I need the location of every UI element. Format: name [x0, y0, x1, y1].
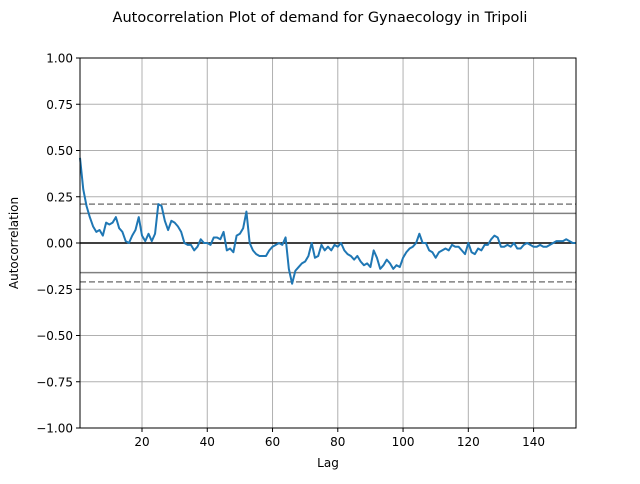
- y-tick-label: 0.75: [46, 98, 73, 112]
- tick-layer: 20 40 60 80 100 120 140 −1.00 −0.75 −0.50 −0.25 0.0…: [36, 52, 545, 450]
- y-tick-label: −0.25: [36, 283, 73, 297]
- y-tick-label: 1.00: [46, 52, 73, 66]
- y-tick-label: −1.00: [36, 422, 73, 436]
- x-tick-label: 40: [200, 435, 215, 449]
- x-tick-label: 60: [265, 435, 280, 449]
- series-layer: [79, 157, 576, 285]
- y-tick-label: 0.00: [46, 237, 73, 251]
- x-tick-label: 20: [134, 435, 149, 449]
- y-axis-label: Autocorrelation: [7, 197, 21, 289]
- chart-title: Autocorrelation Plot of demand for Gynae…: [113, 10, 528, 26]
- y-tick-label: 0.50: [46, 144, 73, 158]
- y-tick-label: −0.50: [36, 329, 73, 343]
- y-tick-label: −0.75: [36, 375, 73, 389]
- autocorrelation-series-line: [79, 157, 576, 285]
- x-tick-label: 140: [522, 435, 545, 449]
- x-tick-label: 80: [330, 435, 345, 449]
- y-tick-label: 0.25: [46, 190, 73, 204]
- x-axis-label: Lag: [317, 456, 339, 470]
- x-tick-label: 120: [457, 435, 480, 449]
- x-tick-label: 100: [392, 435, 415, 449]
